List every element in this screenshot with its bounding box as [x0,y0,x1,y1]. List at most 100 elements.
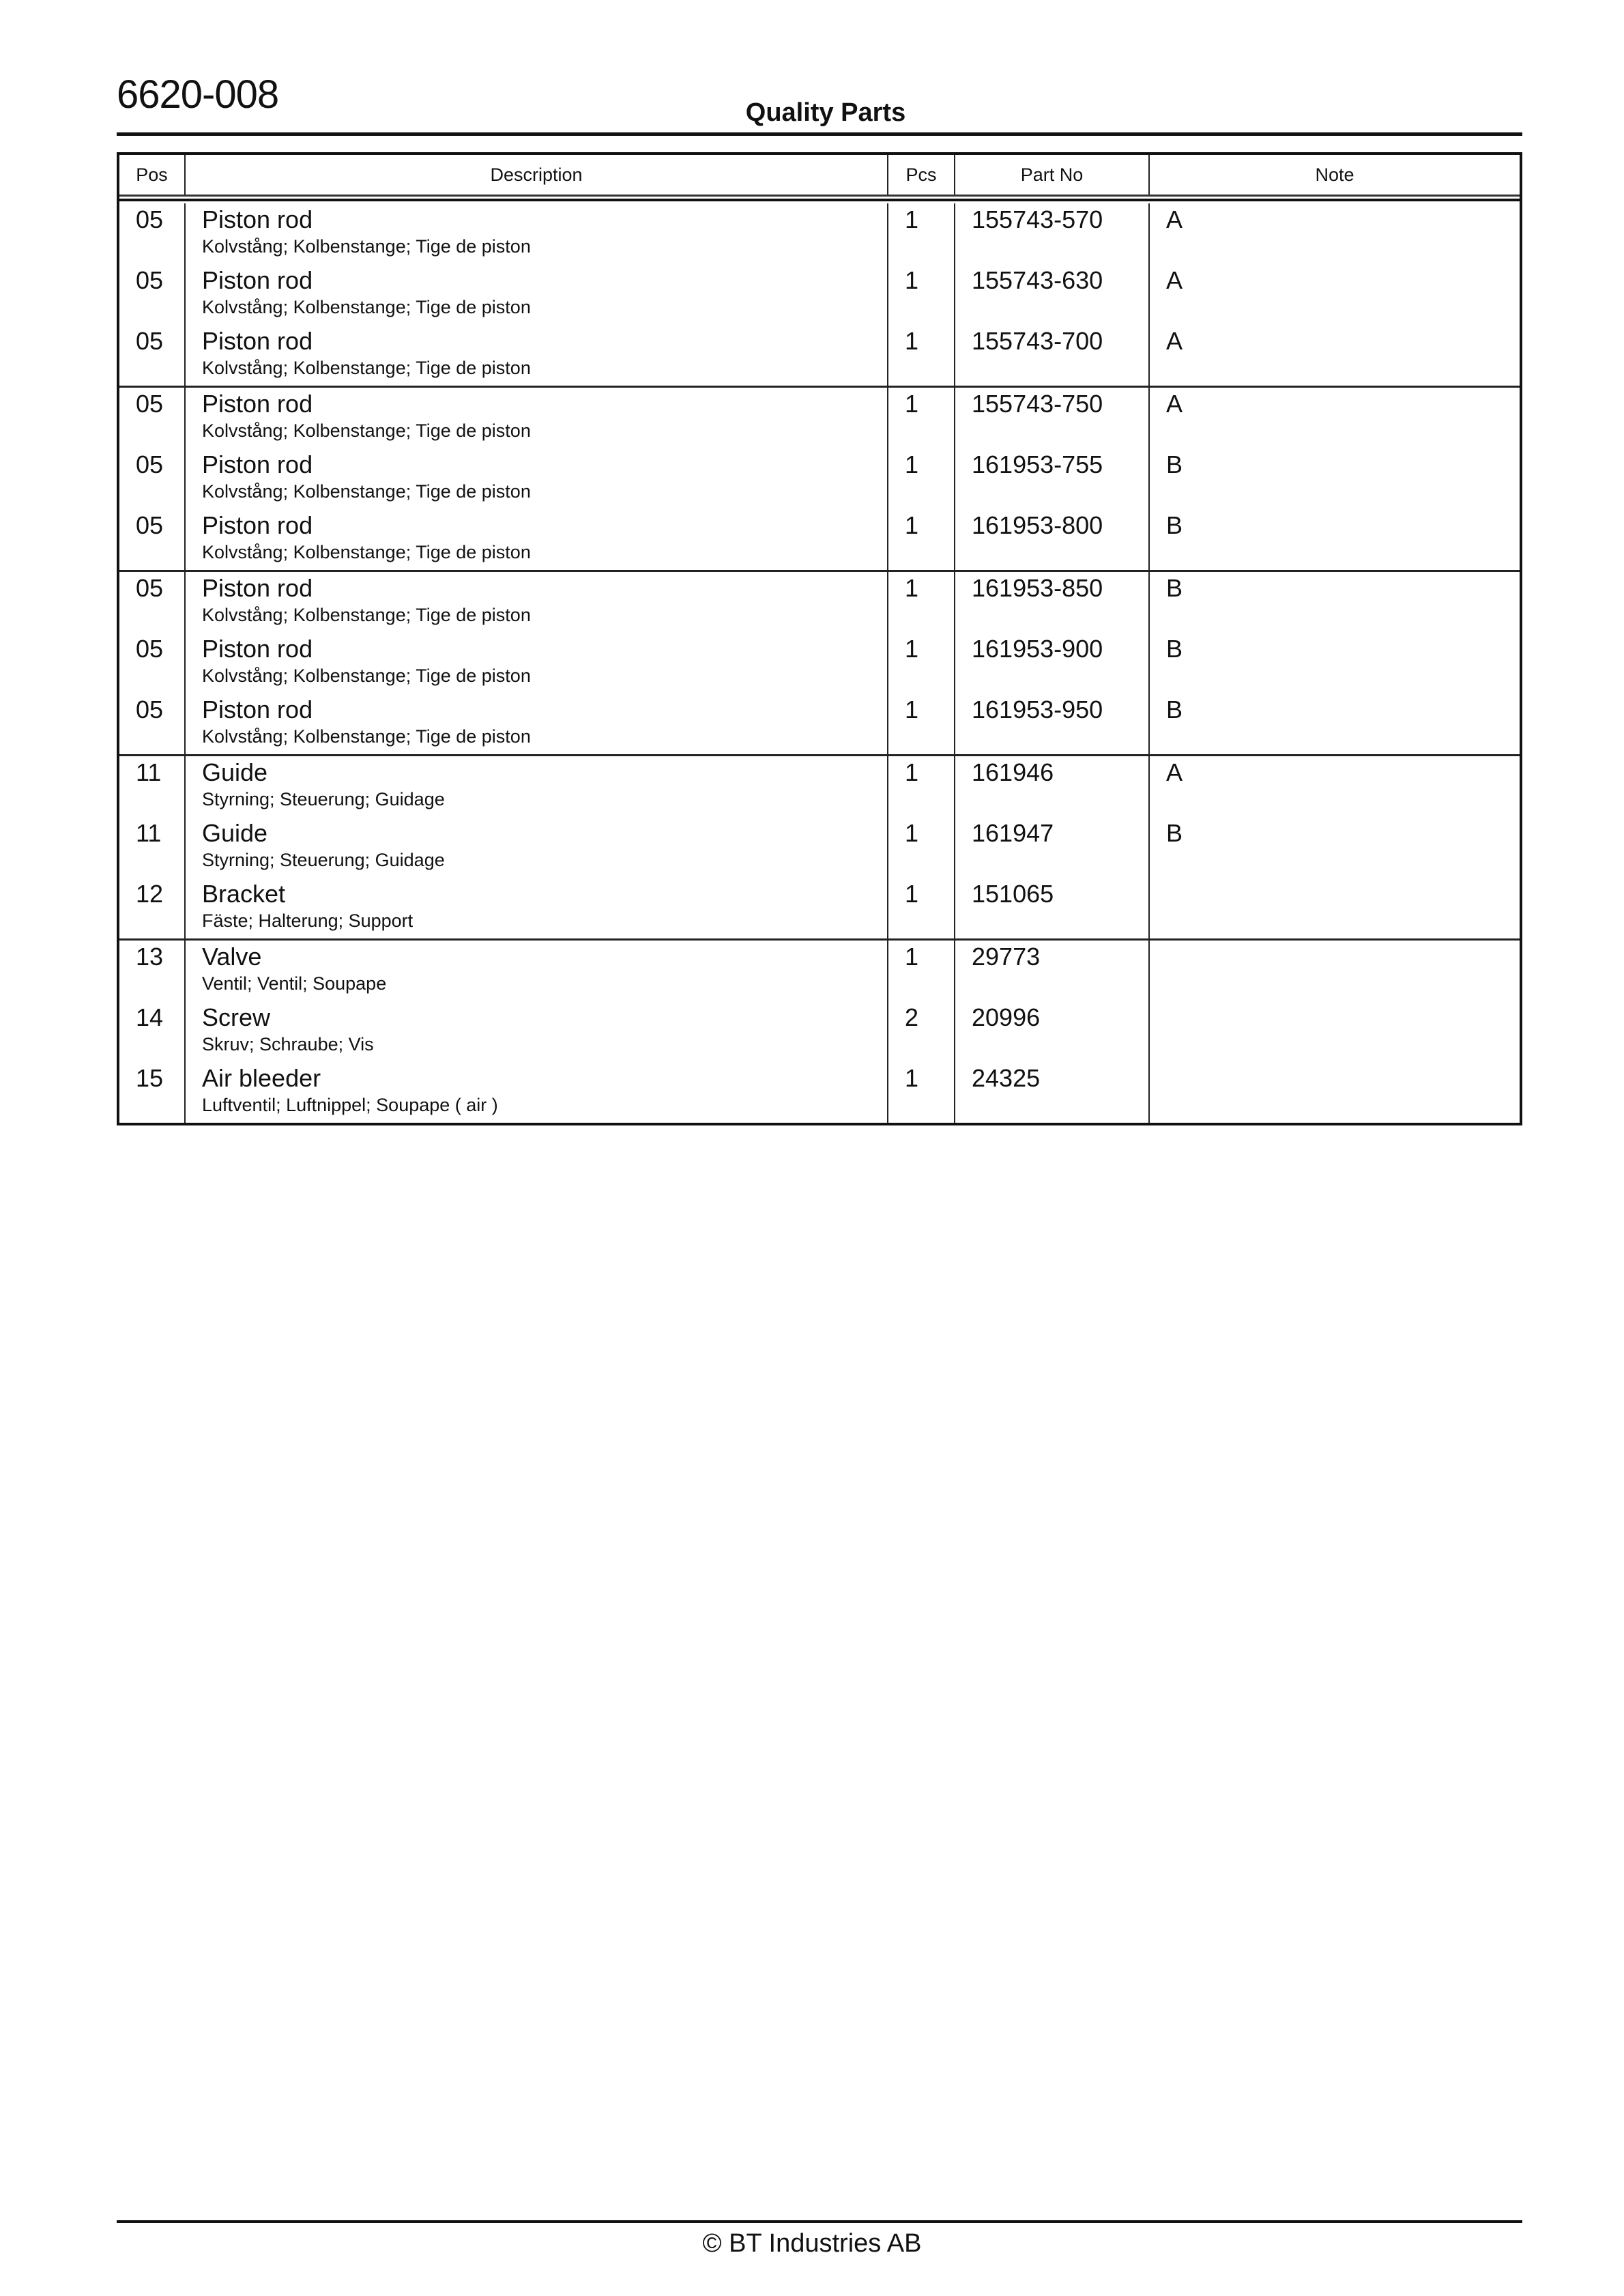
column-pos: 13 14 15 [119,941,186,1123]
part-translations: Kolvstång; Kolbenstange; Tige de piston [202,605,531,625]
note-value: A [1166,758,1183,786]
cell-pos: 11 [119,756,184,817]
part-name: Guide [202,819,268,847]
cell-note: A [1150,203,1520,264]
cell-part-no: 161953-950 [955,693,1148,754]
cell-description: Piston rod Kolvstång; Kolbenstange; Tige … [186,325,887,386]
note-value: A [1166,327,1183,355]
part-no-value: 161953-800 [972,511,1103,539]
column-pos: 05 05 05 [119,203,186,386]
part-no-value: 151065 [972,880,1054,908]
cell-pcs: 1 [888,1062,954,1123]
cell-part-no: 155743-630 [955,264,1148,325]
pcs-value: 1 [905,635,919,663]
part-translations: Ventil; Ventil; Soupape [202,973,387,994]
cell-pcs: 1 [888,878,954,938]
part-name: Guide [202,758,268,786]
cell-part-no: 161946 [955,756,1148,817]
pos-value: 12 [136,880,164,908]
column-pos: 11 11 12 [119,756,186,938]
cell-pcs: 1 [888,693,954,754]
part-name: Piston rod [202,450,313,478]
cell-pcs: 1 [888,633,954,693]
cell-pcs: 2 [888,1001,954,1062]
column-note: B B B [1150,572,1520,754]
part-no-value: 161953-950 [972,695,1103,723]
pos-value: 05 [136,327,164,355]
table-row-group: 13 14 15 Valve Ventil; Ventil; Soupape Screw S… [119,938,1520,1123]
note-value: B [1166,511,1183,539]
cell-pcs: 1 [888,448,954,509]
column-header-description: Description [186,155,888,195]
cell-pcs: 1 [888,203,954,264]
part-no-value: 29773 [972,943,1041,971]
pos-value: 05 [136,450,164,478]
cell-description: Screw Skruv; Schraube; Vis [186,1001,887,1062]
column-part-no: 155743-570 155743-630 155743-700 [955,203,1150,386]
part-no-value: 155743-570 [972,205,1103,233]
part-translations: Skruv; Schraube; Vis [202,1034,374,1054]
part-no-value: 161953-850 [972,574,1103,602]
column-header-pcs: Pcs [888,155,955,195]
document-number: 6620-008 [117,72,279,117]
pcs-value: 1 [905,574,919,602]
cell-description: Piston rod Kolvstång; Kolbenstange; Tige … [186,264,887,325]
pcs-value: 1 [905,695,919,723]
column-header-part-no: Part No [955,155,1150,195]
part-name: Valve [202,943,262,971]
column-pcs: 1 2 1 [888,941,955,1123]
column-part-no: 29773 20996 24325 [955,941,1150,1123]
cell-description: Guide Styrning; Steuerung; Guidage [186,756,887,817]
pos-value: 14 [136,1003,164,1031]
pcs-value: 1 [905,205,919,233]
column-note: A B B [1150,388,1520,570]
pos-value: 05 [136,390,164,418]
column-header-pos: Pos [119,155,186,195]
column-part-no: 161946 161947 151065 [955,756,1150,938]
cell-pos: 05 [119,572,184,633]
note-value: A [1166,390,1183,418]
part-name: Screw [202,1003,271,1031]
part-name: Bracket [202,880,286,908]
part-translations: Kolvstång; Kolbenstange; Tige de piston [202,665,531,686]
pcs-value: 1 [905,819,919,847]
cell-note [1150,941,1520,1001]
pcs-value: 1 [905,1064,919,1092]
cell-pos: 15 [119,1062,184,1123]
part-no-value: 161953-900 [972,635,1103,663]
column-pcs: 1 1 1 [888,388,955,570]
cell-part-no: 161953-850 [955,572,1148,633]
cell-note [1150,1062,1520,1123]
part-translations: Kolvstång; Kolbenstange; Tige de piston [202,726,531,747]
column-part-no: 161953-850 161953-900 161953-950 [955,572,1150,754]
page-title: Quality Parts [745,98,906,127]
part-name: Piston rod [202,327,313,355]
cell-pos: 05 [119,633,184,693]
part-translations: Fäste; Halterung; Support [202,910,414,931]
cell-part-no: 29773 [955,941,1148,1001]
cell-part-no: 20996 [955,1001,1148,1062]
cell-pos: 05 [119,693,184,754]
pcs-value: 1 [905,450,919,478]
cell-description: Piston rod Kolvstång; Kolbenstange; Tige … [186,633,887,693]
part-name: Piston rod [202,511,313,539]
column-pcs: 1 1 1 [888,572,955,754]
cell-note: A [1150,756,1520,817]
cell-description: Piston rod Kolvstång; Kolbenstange; Tige … [186,509,887,570]
part-no-value: 161947 [972,819,1054,847]
pos-value: 05 [136,205,164,233]
part-no-value: 24325 [972,1064,1041,1092]
pos-value: 13 [136,943,164,971]
cell-pcs: 1 [888,264,954,325]
cell-note: A [1150,325,1520,386]
cell-pcs: 1 [888,325,954,386]
cell-note: B [1150,572,1520,633]
part-name: Piston rod [202,390,313,418]
part-translations: Styrning; Steuerung; Guidage [202,850,445,870]
pos-value: 05 [136,574,164,602]
pcs-value: 1 [905,511,919,539]
part-no-value: 20996 [972,1003,1041,1031]
cell-description: Bracket Fäste; Halterung; Support [186,878,887,938]
cell-note [1150,878,1520,938]
